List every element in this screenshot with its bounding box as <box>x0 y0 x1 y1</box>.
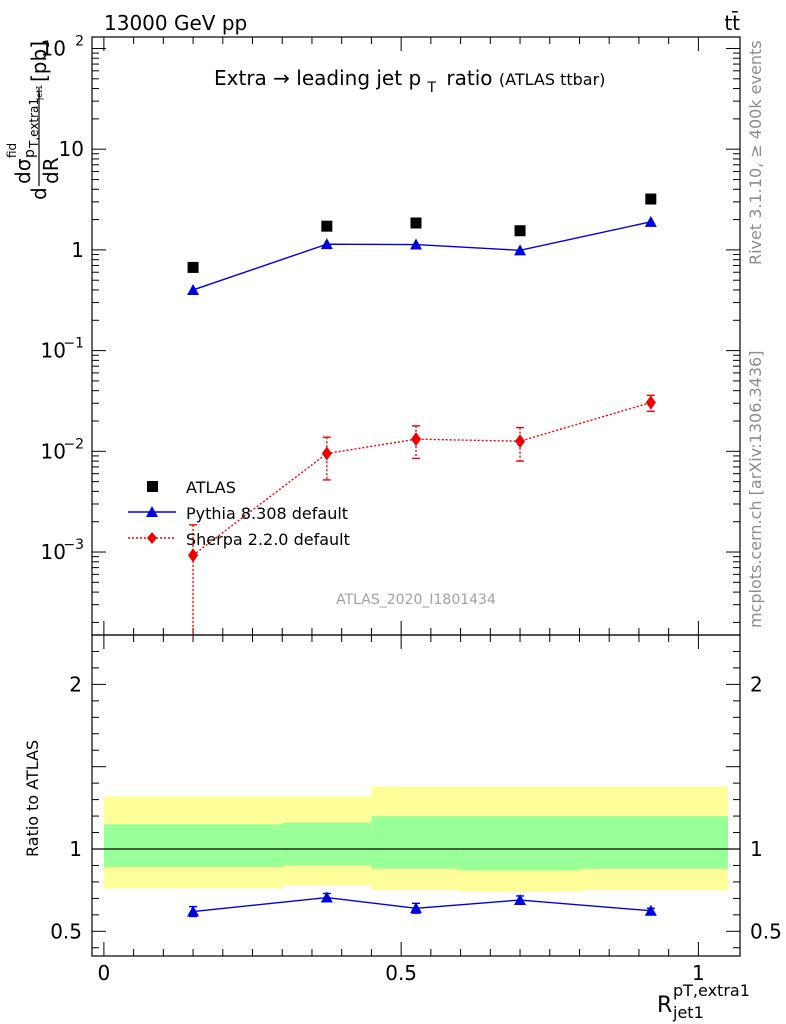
ratio-y-tick-label: 0.5 <box>50 919 82 943</box>
svg-text:d: d <box>27 187 51 200</box>
svg-text:pT,extra1: pT,extra1 <box>673 981 750 1000</box>
ratio-band-inner-1 <box>282 822 372 866</box>
svg-text:T,extra1: T,extra1 <box>27 98 41 149</box>
ratio-panel-frame <box>91 634 741 957</box>
pythia-main-point <box>514 244 527 256</box>
legend-atlas-label: ATLAS <box>186 478 236 497</box>
pythia-main-point <box>187 283 200 295</box>
ratio-y-axis-label: Ratio to ATLAS <box>23 740 42 857</box>
atlas-data-point <box>321 220 333 232</box>
analysis-watermark: ATLAS_2020_I1801434 <box>336 592 496 608</box>
svg-text:R: R <box>657 993 672 1018</box>
pythia-ratio-point <box>514 894 527 906</box>
svg-text:jet1: jet1 <box>672 1003 704 1022</box>
main-y-tick-label: 1 <box>71 238 84 262</box>
ratio-x-tick-label: 1 <box>692 961 705 985</box>
pythia-main-point <box>320 238 333 250</box>
pythia-ratio-point <box>410 902 422 914</box>
atlas-data-point <box>514 225 526 237</box>
ratio-x-tick-label: 0 <box>98 961 111 985</box>
svg-text:dR: dR <box>39 157 63 184</box>
svg-text:dσ: dσ <box>11 158 35 184</box>
pythia-ratio-line <box>192 896 651 913</box>
x-axis-label: R pT,extra1 jet1 <box>657 981 750 1022</box>
sherpa-main-point <box>321 446 332 461</box>
main-y-axis-label: d dσ fid p T,extra1 jet1 dR [pb] <box>5 41 63 200</box>
ratio-y-tick-label-right: 0.5 <box>750 919 782 943</box>
pythia-ratio-point <box>187 905 200 917</box>
header-energy-label: 13000 GeV pp <box>104 11 247 35</box>
pythia-main-point <box>410 238 422 250</box>
main-y-tick-exponent: −2 <box>63 436 84 452</box>
ratio-y-tick-label-right: 2 <box>750 672 763 696</box>
legend-pythia-marker <box>146 506 158 517</box>
pythia-main-line <box>192 221 651 291</box>
ratio-band-inner-3 <box>460 816 580 871</box>
sherpa-main-point <box>515 434 526 449</box>
pythia-ratio-point <box>320 891 333 903</box>
atlas-data-point <box>187 261 199 273</box>
ratio-y-tick-label-right: 1 <box>750 837 763 861</box>
legend-sherpa-label: Sherpa 2.2.0 default <box>186 530 350 549</box>
atlas-data-point <box>645 193 657 205</box>
svg-text:[pb]: [pb] <box>27 41 51 82</box>
pythia-ratio-point <box>644 904 657 916</box>
main-y-tick-label: 10 <box>41 339 66 363</box>
sherpa-main-point <box>188 548 199 563</box>
svg-text:fid: fid <box>5 143 19 158</box>
legend-atlas-marker <box>147 481 158 492</box>
main-y-tick-label: 10 <box>41 540 66 564</box>
rivet-version-label: Rivet 3.1.10, ≥ 400k events <box>746 40 765 265</box>
plot-title: Extra → leading jet p T ratio (ATLAS ttb… <box>214 66 605 97</box>
main-y-tick-label: 10 <box>59 137 84 161</box>
pythia-main-point <box>644 215 657 227</box>
atlas-data-point <box>410 217 422 229</box>
mcplots-source-label: mcplots.cern.ch [arXiv:1306.3436] <box>746 351 765 628</box>
svg-text:p: p <box>22 149 38 158</box>
main-y-tick-label: 10 <box>41 439 66 463</box>
ratio-band-inner-2 <box>371 816 461 869</box>
sherpa-main-point <box>645 395 656 410</box>
legend-sherpa-marker <box>147 532 157 544</box>
legend-pythia-label: Pythia 8.308 default <box>186 504 348 523</box>
ratio-y-tick-label: 1 <box>69 837 82 861</box>
ratio-uncertainty-bands <box>103 786 729 892</box>
ratio-y-tick-label: 2 <box>69 672 82 696</box>
legend: ATLAS Pythia 8.308 default Sherpa 2.2.0 … <box>128 478 350 549</box>
main-y-tick-exponent: −3 <box>63 537 84 553</box>
header-process-label: tt̄ <box>724 10 740 35</box>
main-y-tick-exponent: 2 <box>75 33 84 49</box>
ratio-band-inner-4 <box>579 816 729 869</box>
ratio-band-inner-0 <box>103 824 283 868</box>
main-y-tick-label: 10 <box>41 36 66 60</box>
ratio-x-tick-label: 0.5 <box>385 961 417 985</box>
main-y-tick-exponent: −1 <box>63 336 84 352</box>
sherpa-main-point <box>411 432 421 447</box>
